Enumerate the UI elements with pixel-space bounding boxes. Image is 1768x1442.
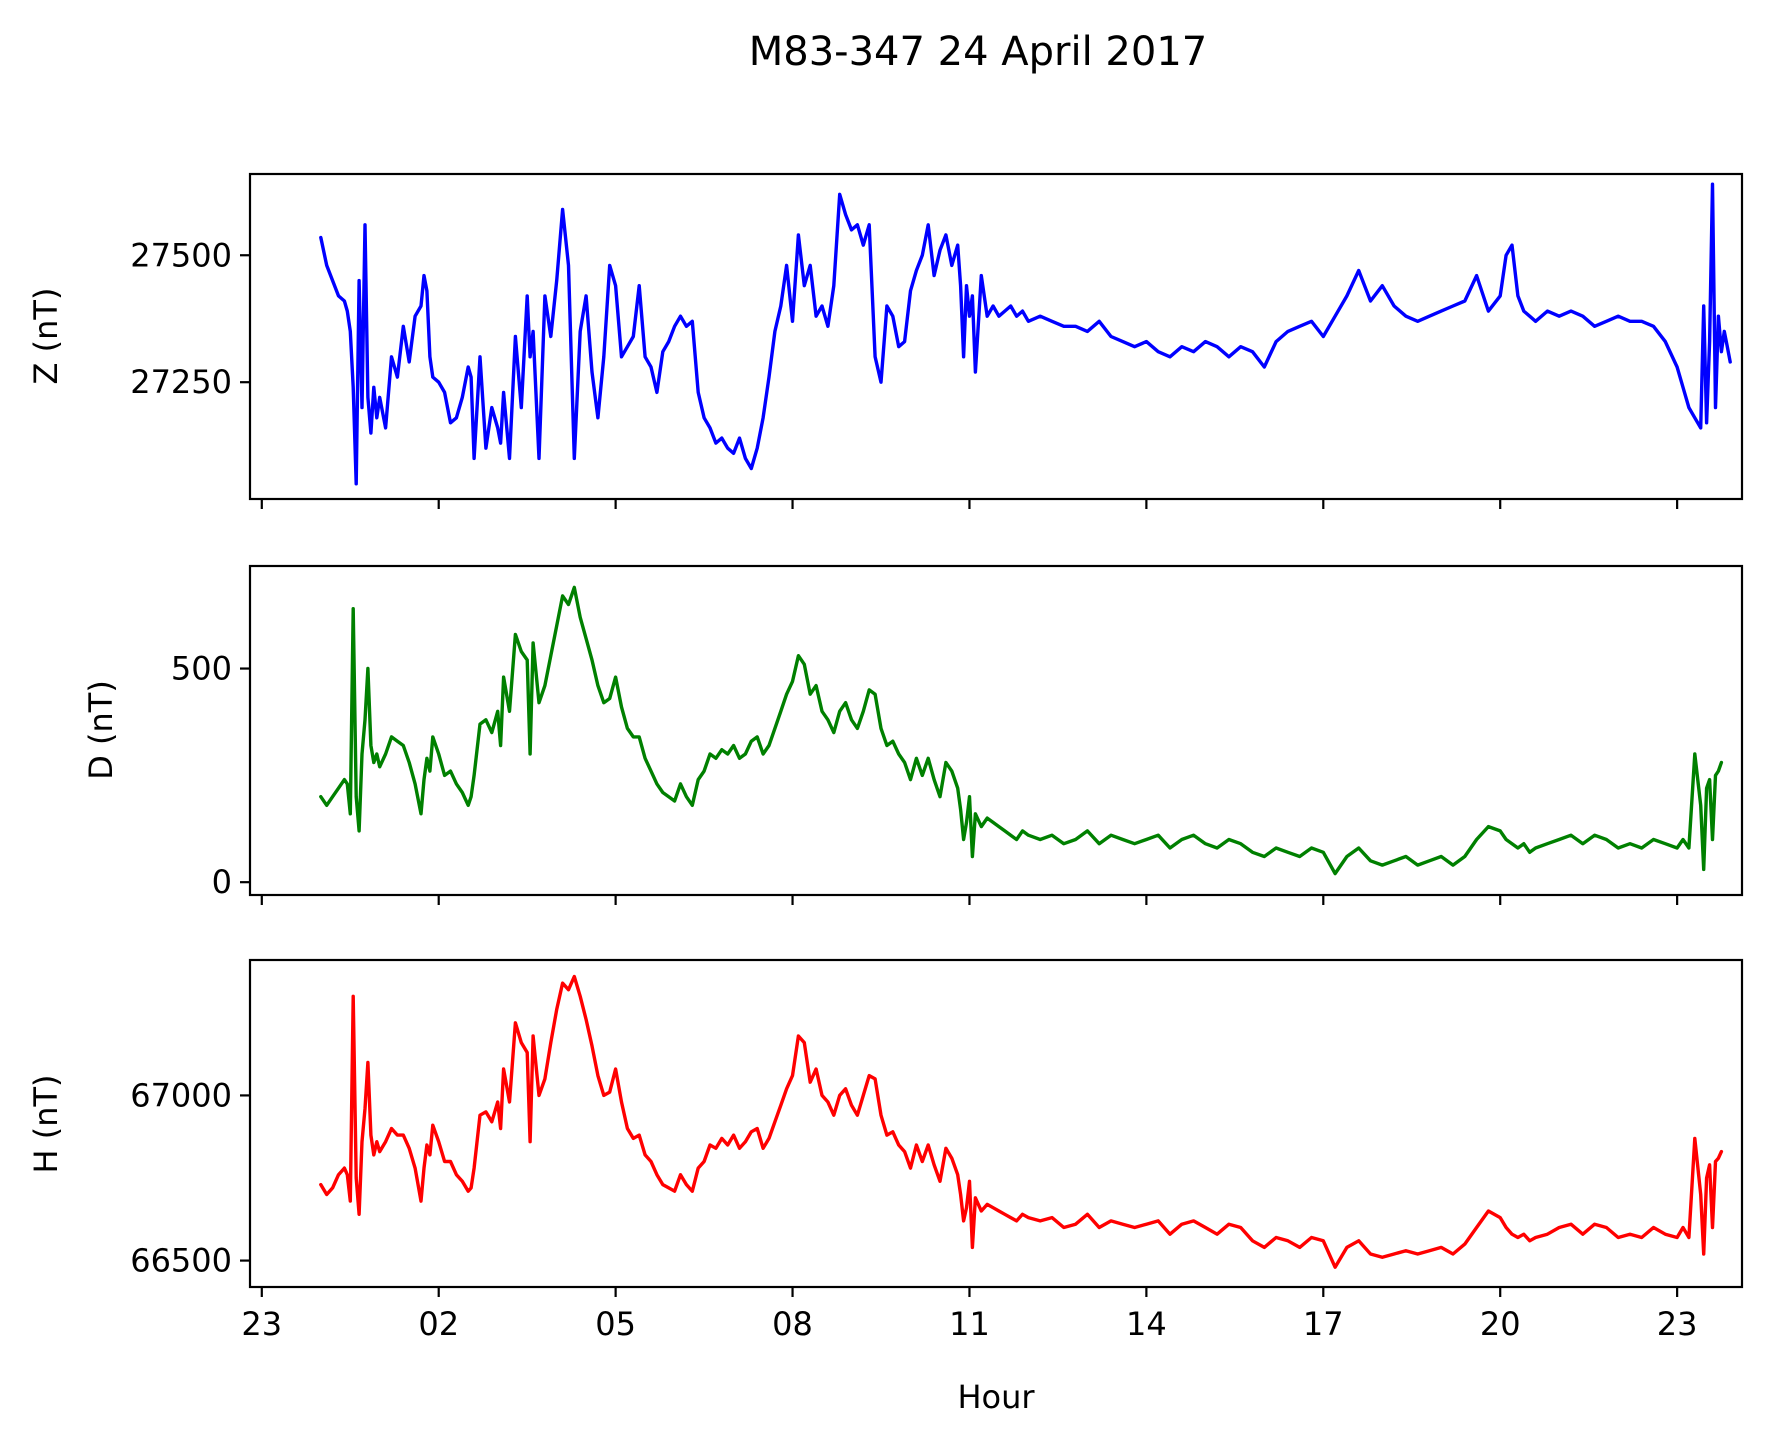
panel-h-frame <box>248 958 1744 1289</box>
panel-z-ylabel: Z (nT) <box>27 288 65 385</box>
panel-z: 27250 27500 Z (nT) <box>27 172 1744 509</box>
panel-z-yticks: 27250 27500 <box>130 236 250 401</box>
panel-d: 0 500 D (nT) <box>82 564 1744 905</box>
panel-h-xticks: 23 02 05 08 11 14 17 20 23 <box>241 1287 1697 1343</box>
x-tick-label: 11 <box>949 1305 990 1343</box>
panel-h-yticks: 66500 67000 <box>130 1076 250 1280</box>
x-tick-label: 14 <box>1126 1305 1167 1343</box>
panel-d-yticks: 0 500 <box>171 650 250 901</box>
panel-h: 66500 67000 23 02 05 08 11 14 17 20 23 H (nT) <box>27 958 1744 1343</box>
x-tick-label: 23 <box>241 1305 282 1343</box>
x-tick-label: 20 <box>1480 1305 1521 1343</box>
panel-d-ylabel: D (nT) <box>82 680 120 780</box>
panel-d-xticks <box>260 895 1679 905</box>
panel-h-ytick-label: 66500 <box>130 1242 232 1280</box>
panel-d-ytick-label: 0 <box>212 863 232 901</box>
panel-z-frame <box>248 172 1744 501</box>
panel-z-xticks <box>260 499 1679 509</box>
panel-d-ytick-label: 500 <box>171 650 232 688</box>
chart-title: M83-347 24 April 2017 <box>749 29 1207 75</box>
x-tick-label: 02 <box>418 1305 459 1343</box>
panel-d-series <box>319 585 1724 876</box>
panel-d-series-line-0 <box>319 585 1724 876</box>
panel-h-ylabel: H (nT) <box>27 1074 65 1173</box>
x-tick-label: 05 <box>595 1305 636 1343</box>
panel-z-series <box>319 182 1732 486</box>
panel-h-series-line-0 <box>319 974 1724 1269</box>
panel-h-series <box>319 974 1724 1269</box>
panel-z-ytick-label: 27250 <box>130 363 232 401</box>
panel-d-frame <box>248 564 1744 897</box>
x-axis-label: Hour <box>957 1378 1035 1416</box>
panel-z-ytick-label: 27500 <box>130 236 232 274</box>
x-tick-label: 17 <box>1303 1305 1344 1343</box>
panel-z-series-line-0 <box>319 182 1732 486</box>
x-tick-label: 08 <box>772 1305 813 1343</box>
x-tick-label: 23 <box>1657 1305 1698 1343</box>
panel-h-ytick-label: 67000 <box>130 1076 232 1114</box>
